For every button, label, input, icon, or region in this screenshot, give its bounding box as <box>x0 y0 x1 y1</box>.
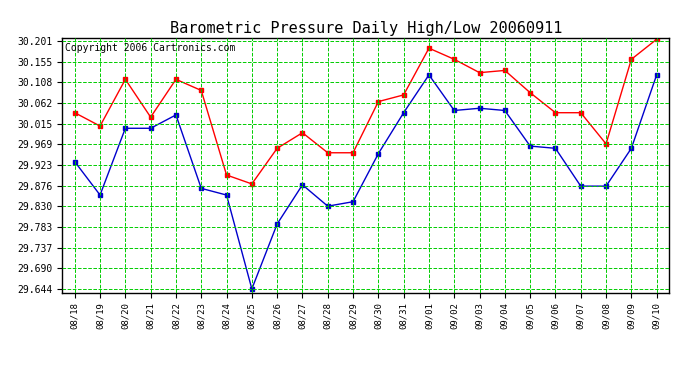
Title: Barometric Pressure Daily High/Low 20060911: Barometric Pressure Daily High/Low 20060… <box>170 21 562 36</box>
Text: Copyright 2006 Cartronics.com: Copyright 2006 Cartronics.com <box>65 43 235 52</box>
